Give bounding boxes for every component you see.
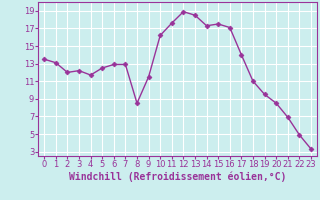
- X-axis label: Windchill (Refroidissement éolien,°C): Windchill (Refroidissement éolien,°C): [69, 172, 286, 182]
